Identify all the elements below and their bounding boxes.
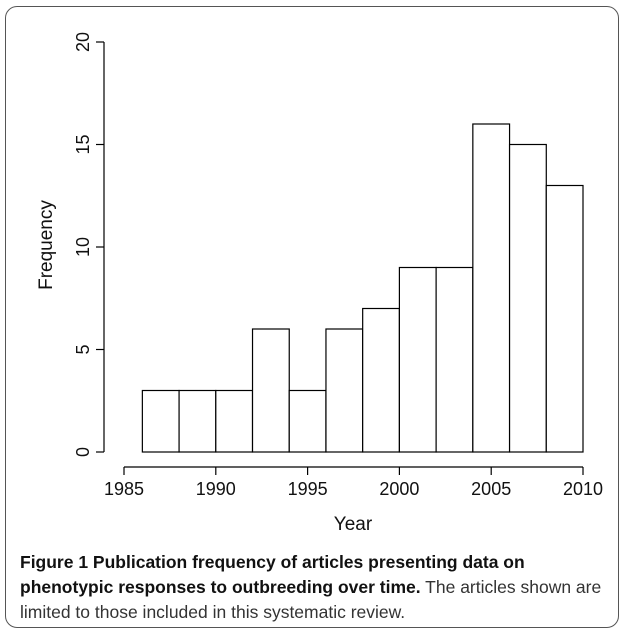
figure-caption: Figure 1 Publication frequency of articl… xyxy=(20,550,605,625)
y-axis-label: Frequency xyxy=(36,200,57,290)
histogram-bar-9 xyxy=(472,123,511,453)
x-tick-label-5: 2010 xyxy=(563,479,603,499)
x-tick-label-4: 2005 xyxy=(471,479,511,499)
x-tick-label-1: 1990 xyxy=(196,479,236,499)
histogram-bar-8 xyxy=(435,266,474,453)
histogram-bar-1 xyxy=(178,389,217,453)
y-tick-label-0: 0 xyxy=(73,447,93,457)
y-axis: 0 5 10 15 20 xyxy=(73,32,105,457)
histogram-bar-6 xyxy=(362,307,400,453)
y-tick-label-2: 10 xyxy=(73,237,93,257)
histogram-chart: 0 5 10 15 20 1985 1990 1995 2000 2005 2010 Freque… xyxy=(36,32,603,535)
x-tick-label-2: 1995 xyxy=(288,479,328,499)
x-axis: 1985 1990 1995 2000 2005 2010 xyxy=(104,466,603,499)
histogram-bar-4 xyxy=(288,389,327,453)
histogram-bar-7 xyxy=(398,266,437,453)
caption-text: The articles shown are limited to those … xyxy=(20,577,602,622)
histogram-bar-5 xyxy=(325,328,364,453)
x-axis-label: Year xyxy=(334,514,373,535)
x-tick-label-3: 2000 xyxy=(379,479,419,499)
histogram-bar-10 xyxy=(508,143,547,453)
histogram-bar-0 xyxy=(141,389,180,453)
caption-title: Figure 1 Publication frequency of articl… xyxy=(20,552,525,597)
histogram-bar-11 xyxy=(545,184,584,453)
y-tick-label-1: 5 xyxy=(73,344,93,354)
histogram-bar-3 xyxy=(251,328,290,453)
y-tick-label-4: 20 xyxy=(73,32,93,52)
x-tick-label-0: 1985 xyxy=(104,479,144,499)
y-tick-label-3: 15 xyxy=(73,134,93,154)
bars-group xyxy=(141,123,584,453)
histogram-bar-2 xyxy=(215,389,254,453)
